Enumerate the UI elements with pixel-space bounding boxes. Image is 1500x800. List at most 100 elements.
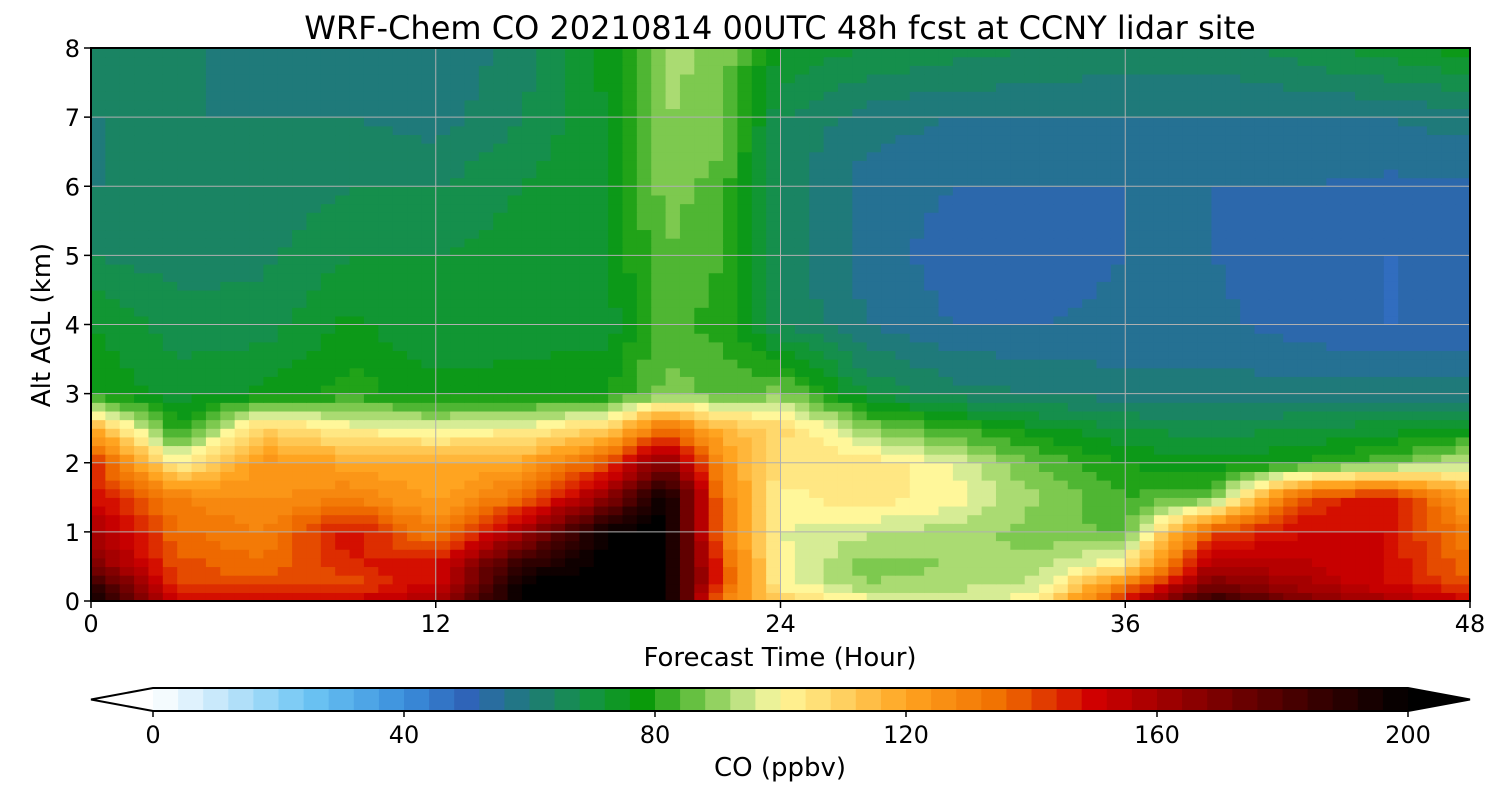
heatmap-cell bbox=[737, 229, 753, 239]
heatmap-cell bbox=[148, 393, 164, 403]
heatmap-cell bbox=[105, 220, 121, 231]
heatmap-cell bbox=[1168, 324, 1184, 334]
heatmap-cell bbox=[1067, 428, 1083, 438]
heatmap-cell bbox=[292, 255, 308, 265]
heatmap-cell bbox=[565, 307, 580, 317]
heatmap-cell bbox=[292, 549, 308, 559]
heatmap-cell bbox=[1110, 298, 1126, 308]
heatmap-cell bbox=[1211, 229, 1227, 239]
heatmap-cell bbox=[435, 177, 451, 187]
heatmap-cell bbox=[407, 160, 422, 170]
heatmap-cell bbox=[823, 186, 839, 196]
heatmap-cell bbox=[837, 575, 853, 585]
heatmap-cell bbox=[435, 531, 451, 542]
heatmap-cell bbox=[1082, 583, 1098, 593]
heatmap-cell bbox=[1240, 177, 1256, 187]
heatmap-cell bbox=[134, 523, 150, 533]
heatmap-cell bbox=[1297, 488, 1313, 498]
heatmap-cell bbox=[1340, 307, 1356, 317]
heatmap-cell bbox=[636, 462, 652, 472]
heatmap-cell bbox=[881, 324, 897, 334]
heatmap-cell bbox=[134, 583, 150, 593]
heatmap-cell bbox=[1240, 194, 1256, 205]
heatmap-cell bbox=[665, 246, 681, 256]
heatmap-cell bbox=[1139, 566, 1155, 576]
heatmap-cell bbox=[119, 540, 135, 550]
heatmap-cell bbox=[421, 497, 437, 507]
heatmap-cell bbox=[608, 298, 624, 308]
heatmap-cell bbox=[1297, 264, 1313, 274]
heatmap-cell bbox=[1240, 255, 1256, 265]
heatmap-cell bbox=[809, 212, 825, 222]
heatmap-cell bbox=[335, 505, 351, 516]
heatmap-cell bbox=[1153, 298, 1169, 308]
heatmap-cell bbox=[1082, 592, 1098, 601]
heatmap-cell bbox=[1096, 410, 1112, 421]
heatmap-cell bbox=[1398, 531, 1414, 542]
heatmap-cell bbox=[1211, 583, 1227, 593]
heatmap-cell bbox=[478, 454, 494, 464]
heatmap-cell bbox=[1197, 298, 1213, 308]
heatmap-cell bbox=[837, 497, 853, 507]
heatmap-cell bbox=[837, 341, 853, 352]
heatmap-cell bbox=[91, 497, 106, 507]
heatmap-cell bbox=[306, 315, 322, 326]
heatmap-cell bbox=[378, 462, 394, 472]
heatmap-cell bbox=[162, 203, 178, 213]
heatmap-cell bbox=[1268, 583, 1284, 593]
heatmap-cell bbox=[1355, 428, 1371, 438]
heatmap-cell bbox=[435, 393, 451, 403]
heatmap-cell bbox=[134, 445, 150, 455]
heatmap-cell bbox=[881, 557, 897, 568]
heatmap-cell bbox=[938, 151, 954, 161]
heatmap-cell bbox=[981, 540, 997, 550]
heatmap-cell bbox=[320, 480, 336, 490]
heatmap-cell bbox=[565, 350, 580, 360]
heatmap-cell bbox=[1182, 376, 1198, 386]
heatmap-cell bbox=[335, 160, 351, 170]
heatmap-cell bbox=[981, 497, 997, 507]
heatmap-cell bbox=[1326, 514, 1342, 524]
heatmap-cell bbox=[651, 549, 667, 559]
heatmap-cell bbox=[464, 151, 480, 161]
heatmap-cell bbox=[823, 540, 839, 550]
heatmap-cell bbox=[378, 194, 394, 205]
heatmap-cell bbox=[148, 428, 164, 438]
heatmap-cell bbox=[1398, 583, 1414, 593]
heatmap-cell bbox=[679, 324, 695, 334]
heatmap-cell bbox=[1326, 212, 1342, 222]
heatmap-cell bbox=[1398, 480, 1414, 490]
heatmap-cell bbox=[1441, 367, 1457, 377]
heatmap-cell bbox=[967, 168, 983, 179]
heatmap-cell bbox=[837, 505, 853, 516]
heatmap-cell bbox=[751, 523, 767, 533]
heatmap-cell bbox=[521, 212, 537, 222]
heatmap-cell bbox=[363, 212, 379, 222]
heatmap-cell bbox=[665, 160, 681, 170]
heatmap-cell bbox=[924, 238, 940, 248]
heatmap-cell bbox=[1340, 229, 1356, 239]
heatmap-cell bbox=[751, 549, 767, 559]
heatmap-cell bbox=[521, 194, 537, 205]
heatmap-cell bbox=[909, 264, 925, 274]
heatmap-cell bbox=[421, 168, 437, 179]
heatmap-cell bbox=[909, 445, 925, 455]
heatmap-cell bbox=[1268, 255, 1284, 265]
heatmap-cell bbox=[277, 341, 293, 352]
heatmap-cell bbox=[220, 575, 236, 585]
heatmap-cell bbox=[1082, 203, 1098, 213]
heatmap-cell bbox=[1010, 557, 1026, 568]
heatmap-cell bbox=[895, 359, 911, 369]
heatmap-cell bbox=[220, 220, 236, 231]
heatmap-cell bbox=[464, 523, 480, 533]
heatmap-cell bbox=[1268, 531, 1284, 542]
heatmap-cell bbox=[105, 471, 121, 481]
heatmap-cell bbox=[1268, 505, 1284, 516]
heatmap-cell bbox=[665, 341, 681, 352]
heatmap-cell bbox=[1383, 471, 1399, 481]
heatmap-cell bbox=[493, 471, 509, 481]
heatmap-cell bbox=[1240, 229, 1256, 239]
heatmap-cell bbox=[378, 151, 394, 161]
heatmap-cell bbox=[277, 497, 293, 507]
heatmap-cell bbox=[234, 428, 250, 438]
